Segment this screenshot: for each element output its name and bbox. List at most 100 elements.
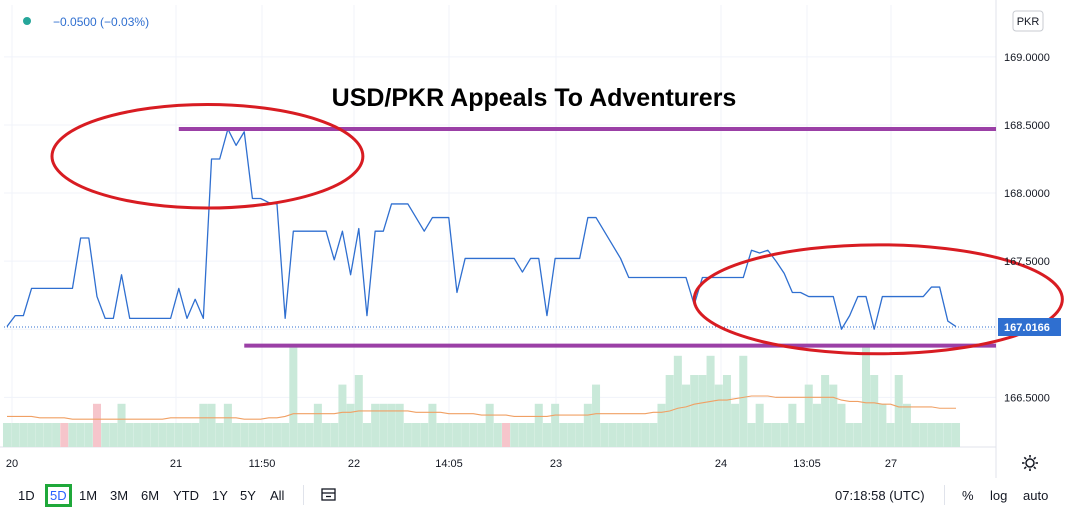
volume-bar <box>575 423 584 447</box>
annotation-title: USD/PKR Appeals To Adventurers <box>332 84 737 112</box>
volume-bar <box>199 403 208 447</box>
volume-bar <box>943 423 952 447</box>
volume-bar <box>158 423 167 447</box>
volume-bar <box>714 384 723 447</box>
volume-bar <box>698 375 707 447</box>
volume-bar <box>412 423 421 447</box>
log-toggle[interactable]: log <box>990 488 1008 503</box>
volume-bar <box>919 423 928 447</box>
range-1y[interactable]: 1Y <box>212 488 228 503</box>
volume-bar <box>240 423 249 447</box>
volume-bar <box>583 403 592 447</box>
volume-bar <box>223 403 232 447</box>
volume-bar <box>272 423 281 447</box>
volume-bar <box>207 403 216 447</box>
volume-bar <box>469 423 478 447</box>
volume-bar <box>191 423 200 447</box>
legend-change: −0.0500 (−0.03%) <box>53 15 149 29</box>
volume-bar <box>510 423 519 447</box>
last-price-tag <box>998 318 1061 336</box>
volume-bar <box>436 423 445 447</box>
percent-toggle[interactable]: % <box>962 488 974 503</box>
highlight-ellipse-high <box>50 103 365 210</box>
volume-bar <box>313 403 322 447</box>
volume-bar <box>951 423 961 447</box>
volume-bar <box>722 375 731 447</box>
volume-bar <box>657 403 666 447</box>
volume-bar <box>264 423 273 447</box>
volume-bar <box>649 423 658 447</box>
price-chart[interactable]: 166.5000167.0000167.5000168.0000168.5000… <box>0 0 1067 478</box>
volume-bar <box>297 423 306 447</box>
volume-bar <box>379 403 388 447</box>
volume-bar <box>35 423 44 447</box>
clock-time[interactable]: 07:18:58 (UTC) <box>835 488 925 503</box>
volume-bar <box>322 423 331 447</box>
settings-gear-icon[interactable] <box>1022 455 1038 471</box>
volume-bar <box>788 403 797 447</box>
volume-bar <box>133 423 142 447</box>
volume-bar <box>452 423 461 447</box>
volume-bars <box>2 346 961 447</box>
volume-bar <box>60 423 69 447</box>
volume-bar <box>101 423 110 447</box>
x-tick-label: 27 <box>885 458 897 470</box>
auto-toggle[interactable]: auto <box>1023 488 1049 503</box>
chart-background <box>0 0 1067 478</box>
volume-bar <box>632 423 641 447</box>
volume-bar <box>731 403 740 447</box>
volume-bar <box>518 423 527 447</box>
volume-bar <box>330 423 339 447</box>
volume-bar <box>338 384 347 447</box>
volume-bar <box>11 423 20 447</box>
currency-badge[interactable] <box>1012 10 1044 32</box>
volume-bar <box>428 403 437 447</box>
volume-bar <box>812 403 821 447</box>
volume-bar <box>616 423 625 447</box>
x-tick-label: 24 <box>715 458 727 470</box>
range-all[interactable]: All <box>270 488 285 503</box>
volume-bar <box>747 423 756 447</box>
x-axis[interactable]: 20 21 11:50 22 14:05 23 24 13:05 27 <box>6 458 897 470</box>
x-tick-label: 20 <box>6 458 18 470</box>
volume-bar <box>493 423 502 447</box>
compare-range-icon[interactable] <box>320 487 338 503</box>
volume-bar <box>673 355 682 447</box>
x-tick-label: 13:05 <box>793 458 821 470</box>
range-1d[interactable]: 1D <box>18 488 35 503</box>
volume-bar <box>911 423 920 447</box>
volume-bar <box>166 423 175 447</box>
volume-bar <box>641 423 650 447</box>
x-tick-label: 21 <box>170 458 182 470</box>
volume-bar <box>861 346 871 447</box>
range-6m[interactable]: 6M <box>141 488 160 503</box>
y-axis[interactable]: 166.5000167.0000167.5000168.0000168.5000… <box>998 52 1061 405</box>
range-3m[interactable]: 3M <box>110 488 129 503</box>
volume-bar <box>150 423 159 447</box>
volume-bar <box>387 403 396 447</box>
volume-bar <box>2 423 12 447</box>
volume-bar <box>444 423 453 447</box>
range-1m[interactable]: 1M <box>79 488 98 503</box>
volume-bar <box>395 403 404 447</box>
range-ytd[interactable]: YTD <box>173 488 199 503</box>
highlight-ellipse-low <box>692 243 1064 356</box>
volume-bar <box>371 403 380 447</box>
volume-bar <box>182 423 191 447</box>
volume-bar <box>755 403 764 447</box>
volume-bar <box>526 423 535 447</box>
volume-bar <box>256 423 265 447</box>
volume-bar <box>600 423 609 447</box>
y-tick-label: 166.5000 <box>1004 392 1050 404</box>
volume-bar <box>804 384 813 447</box>
chart-annotations <box>50 103 1064 356</box>
volume-bar <box>125 423 134 447</box>
volume-bar <box>592 384 601 447</box>
volume-bar <box>362 423 371 447</box>
range-5y[interactable]: 5Y <box>240 488 256 503</box>
volume-bar <box>281 423 290 447</box>
volume-bar <box>739 355 748 447</box>
range-5d[interactable]: 5D <box>45 484 72 507</box>
last-price-label: 167.0166 <box>1004 322 1050 334</box>
volume-bar <box>534 403 543 447</box>
